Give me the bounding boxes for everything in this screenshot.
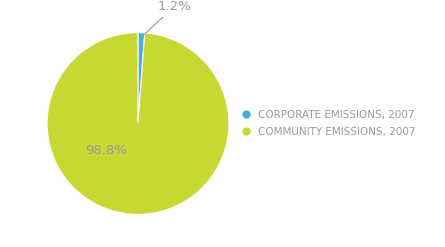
Legend: CORPORATE EMISSIONS, 2007, COMMUNITY EMISSIONS, 2007: CORPORATE EMISSIONS, 2007, COMMUNITY EMI… [239, 106, 419, 141]
Text: 98.8%: 98.8% [85, 144, 127, 157]
Wedge shape [47, 33, 229, 214]
Wedge shape [138, 33, 145, 124]
Text: 1.2%: 1.2% [143, 0, 192, 35]
